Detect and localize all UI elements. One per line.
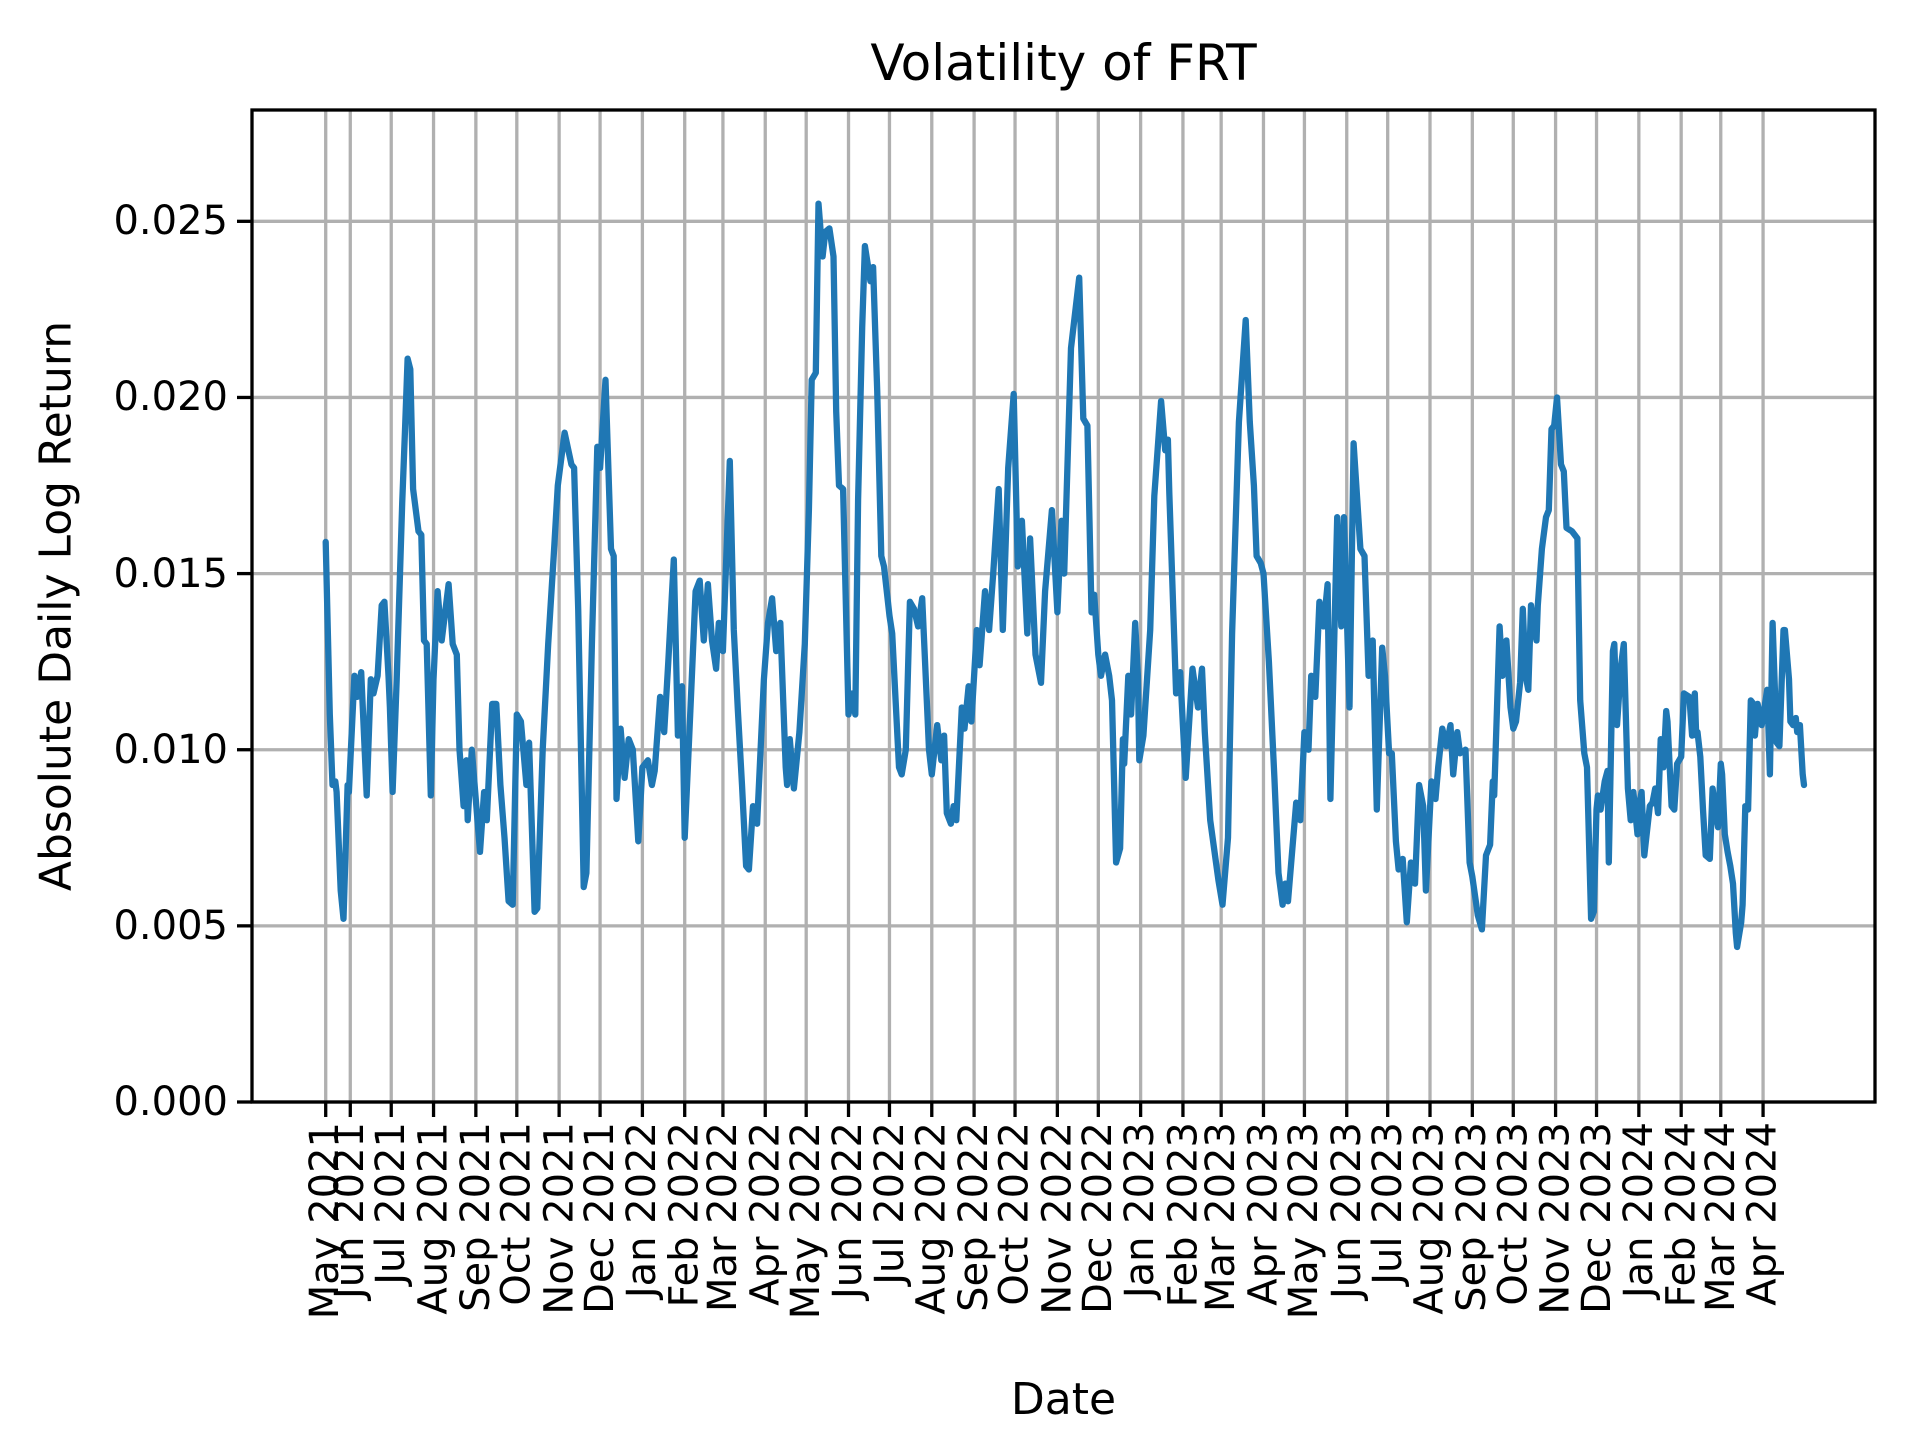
- axis-ticks: [237, 219, 1765, 1117]
- y-tick-label: 0.005: [113, 902, 228, 949]
- volatility-line: [322, 200, 1808, 951]
- y-tick-label: 0.000: [113, 1079, 228, 1125]
- y-tick-label: 0.025: [113, 198, 228, 245]
- y-tick-label: 0.015: [113, 550, 228, 597]
- data-line: [322, 200, 1808, 951]
- plot-border: [250, 108, 1877, 1104]
- chart-title: Volatility of FRT: [870, 34, 1257, 92]
- y-tick-label: 0.010: [113, 726, 228, 773]
- y-tick-label: 0.020: [113, 374, 228, 421]
- x-axis-title: Date: [1010, 1374, 1117, 1425]
- gridlines: [252, 110, 1875, 1104]
